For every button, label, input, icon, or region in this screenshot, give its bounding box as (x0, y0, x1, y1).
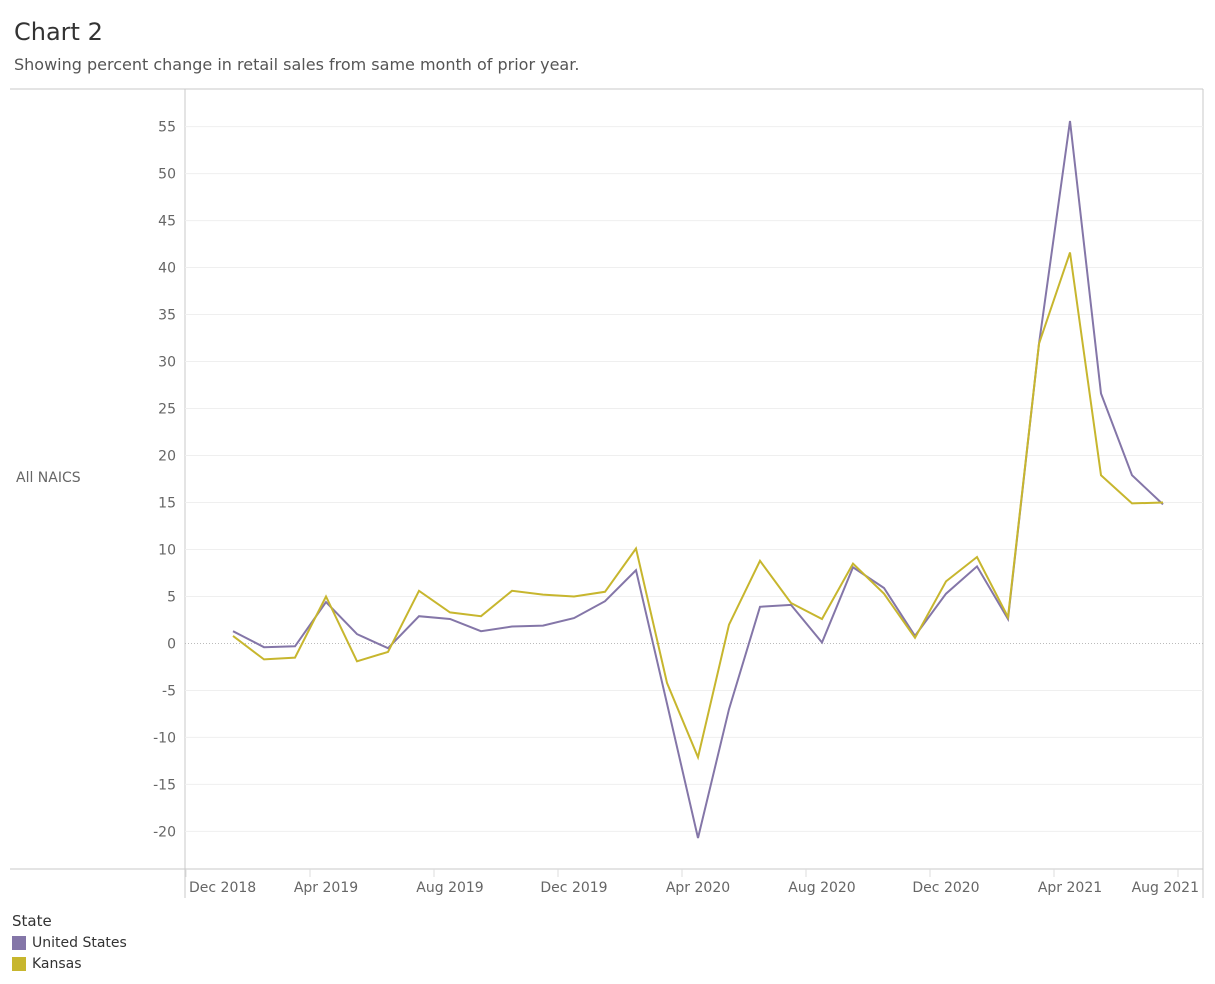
y-tick-label: 0 (167, 636, 176, 652)
x-tick-label: Aug 2019 (416, 880, 483, 896)
x-tick-label: Dec 2019 (540, 880, 607, 896)
legend-label: Kansas (32, 955, 82, 972)
x-tick-label: Dec 2018 (189, 880, 256, 896)
x-tick-label: Aug 2020 (788, 880, 855, 896)
y-tick-label: 35 (158, 308, 176, 324)
y-tick-label: 5 (167, 589, 176, 605)
x-tick-label: Aug 2021 (1132, 880, 1199, 896)
y-tick-label: -20 (153, 824, 176, 840)
legend-swatch-kansas (12, 956, 26, 971)
x-tick-label: Apr 2020 (666, 880, 730, 896)
y-tick-label: 15 (158, 495, 176, 511)
y-tick-label: 55 (158, 120, 176, 136)
row-header-label: All NAICS (16, 470, 81, 486)
chart-title: Chart 2 (14, 18, 103, 46)
y-tick-label: 25 (158, 402, 176, 418)
y-tick-label: 10 (158, 542, 176, 558)
legend-item-united-states[interactable]: United States (12, 932, 127, 953)
legend: State United States Kansas (12, 912, 127, 974)
y-tick-label: 40 (158, 261, 176, 277)
chart-subtitle: Showing percent change in retail sales f… (14, 55, 580, 74)
series-line-kansas (232, 252, 1164, 761)
y-tick-label: -10 (153, 730, 176, 746)
legend-label: United States (32, 934, 127, 951)
chart-frame (10, 88, 1204, 898)
y-tick-label: 30 (158, 355, 176, 371)
legend-title: State (12, 912, 52, 930)
x-axis-ticks: Dec 2018 Apr 2019 Aug 2019 Dec 2019 Apr 2020… (185, 869, 1199, 896)
series-lines (232, 120, 1164, 839)
x-tick-label: Apr 2019 (294, 880, 358, 896)
legend-item-kansas[interactable]: Kansas (12, 953, 127, 974)
y-tick-label: 50 (158, 167, 176, 183)
y-tick-label: 20 (158, 449, 176, 465)
legend-swatch-united-states (12, 935, 26, 950)
y-tick-label: -15 (153, 777, 176, 793)
x-tick-label: Apr 2021 (1038, 880, 1102, 896)
x-tick-label: Dec 2020 (912, 880, 979, 896)
y-tick-label: -5 (162, 683, 176, 699)
y-tick-label: 45 (158, 214, 176, 230)
gridlines (185, 126, 1203, 832)
